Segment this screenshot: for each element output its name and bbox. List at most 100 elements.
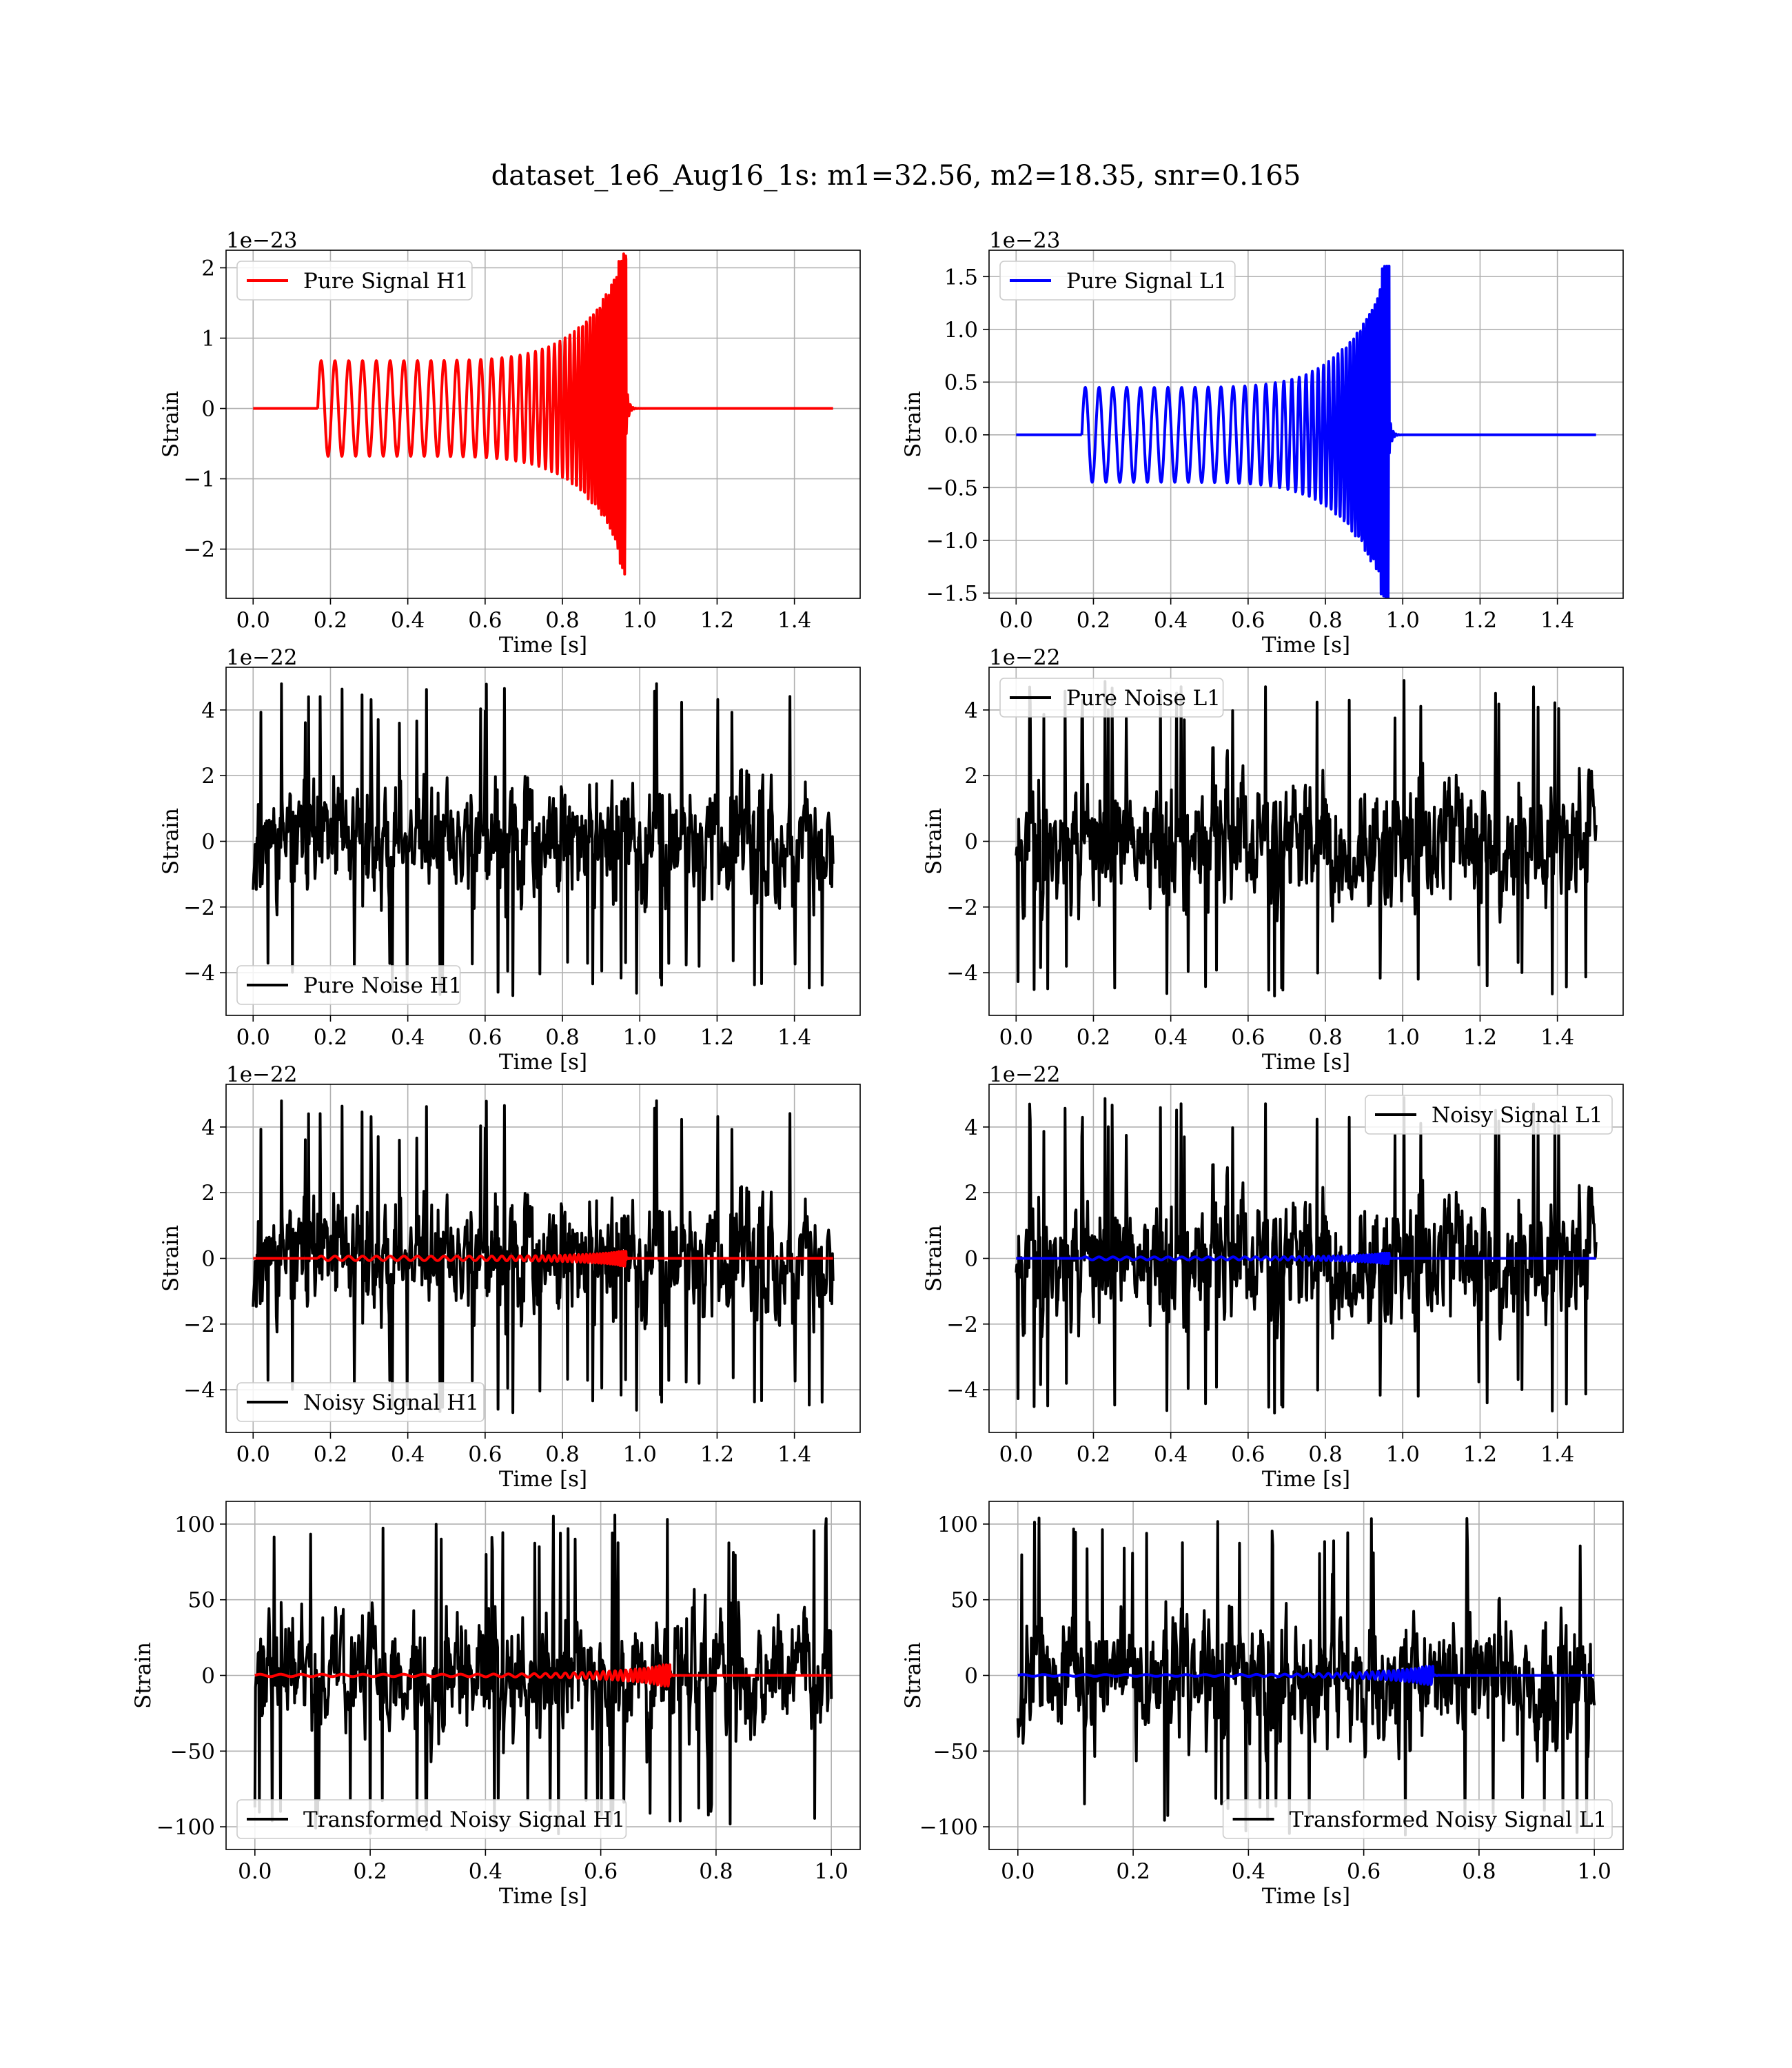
y-axis-label: Strain — [901, 391, 926, 458]
y-tick-label: −1 — [183, 467, 215, 492]
x-tick-label: 1.0 — [815, 1859, 848, 1884]
transformed-noisy-signal-h1-panel: 0.0 0.2 0.4 0.6 0.8 1.0 −100 −50 0 50 100 Time [s] S… — [131, 1501, 861, 1909]
y-axis-label: Strain — [901, 1642, 926, 1709]
axes-frame — [225, 250, 861, 599]
y-tick-label: 0 — [201, 397, 215, 422]
y-tick-label: 1 — [201, 327, 215, 352]
y-tick-label: 4 — [201, 698, 215, 723]
y-tick-label: −50 — [933, 1739, 978, 1764]
legend-box — [236, 1799, 627, 1839]
y-axis-label: Strain — [159, 391, 183, 458]
x-tick-label: 0.2 — [314, 1025, 347, 1050]
x-tick-label: 0.2 — [1077, 608, 1110, 633]
y-tick-label: 50 — [951, 1588, 978, 1613]
x-tick-label: 1.0 — [1386, 1442, 1420, 1467]
y-tick-label: 0 — [201, 830, 215, 855]
transformed-noisy-signal-h1-overlay-line — [254, 1663, 833, 1687]
legend-label: Transformed Noisy Signal H1 — [303, 1807, 625, 1832]
y-tick-label: 0 — [201, 1247, 215, 1272]
x-tick-label: 1.0 — [1578, 1859, 1611, 1884]
x-tick-label: 0.6 — [468, 608, 502, 633]
pure-noise-h1-line — [252, 682, 835, 997]
y-tick-label: −100 — [919, 1815, 978, 1840]
x-tick-label: 0.0 — [999, 1442, 1033, 1467]
noisy-signal-h1-line — [252, 1099, 835, 1415]
y-tick-label: −1.0 — [926, 529, 978, 554]
y-tick-label: 100 — [174, 1512, 215, 1537]
x-tick-label: 0.4 — [391, 1442, 425, 1467]
x-tick-label: 0.8 — [1308, 1442, 1342, 1467]
series-group — [1015, 1096, 1598, 1415]
x-tick-label: 1.2 — [700, 1025, 734, 1050]
y-tick-label: 4 — [964, 1115, 978, 1140]
pure-noise-h1-panel: 0.0 0.2 0.4 0.6 0.8 1.0 1.2 1.4 −4 −2 0 2 4 Time [s] S… — [159, 645, 861, 1075]
y-tick-label: 4 — [964, 698, 978, 723]
x-tick-label: 0.6 — [1231, 608, 1265, 633]
series-group — [252, 682, 835, 997]
legend: Pure Signal H1 — [236, 261, 473, 301]
pure-signal-h1-panel: 0.0 0.2 0.4 0.6 0.8 1.0 1.2 1.4 −2 −1 0 1 2 Time [s] S… — [159, 228, 861, 658]
y-tick-label: 0 — [201, 1664, 215, 1689]
series-group — [253, 252, 835, 576]
legend: Noisy Signal L1 — [1365, 1095, 1613, 1135]
x-tick-label: 0.4 — [1232, 1859, 1265, 1884]
y-tick-label: 1.5 — [944, 265, 978, 290]
x-tick-label: 1.4 — [1540, 608, 1574, 633]
legend-label: Pure Signal H1 — [303, 269, 469, 294]
legend: Noisy Signal H1 — [236, 1382, 485, 1422]
offset-text: 1e−22 — [226, 1062, 298, 1087]
x-tick-label: 1.4 — [777, 1442, 811, 1467]
x-tick-label: 1.2 — [1463, 608, 1497, 633]
legend-box — [236, 1382, 485, 1422]
transformed-noisy-signal-l1-panel: 0.0 0.2 0.4 0.6 0.8 1.0 −100 −50 0 50 100 Time [s] S… — [901, 1501, 1624, 1909]
y-tick-label: −2 — [183, 538, 215, 562]
legend-box — [236, 261, 473, 301]
y-tick-label: −1.5 — [926, 581, 978, 606]
x-tick-label: 1.0 — [623, 1442, 657, 1467]
x-tick-label: 0.4 — [391, 1025, 425, 1050]
y-tick-label: −2 — [946, 895, 978, 920]
legend-label: Pure Signal L1 — [1066, 269, 1227, 294]
x-tick-label: 0.2 — [1077, 1442, 1110, 1467]
legend-box — [999, 678, 1224, 718]
x-axis-label: Time [s] — [1262, 1884, 1350, 1909]
x-tick-label: 0.6 — [1347, 1859, 1381, 1884]
y-tick-label: −0.5 — [926, 476, 978, 500]
y-tick-label: 100 — [937, 1512, 978, 1537]
x-tick-label: 1.4 — [1540, 1442, 1574, 1467]
x-tick-label: 1.0 — [623, 608, 657, 633]
y-tick-label: 2 — [964, 764, 978, 789]
noisy-signal-l1-line — [1015, 1096, 1598, 1415]
x-tick-label: 0.6 — [1231, 1442, 1265, 1467]
x-tick-label: 1.2 — [700, 608, 734, 633]
series-group — [1016, 265, 1598, 598]
y-tick-label: 1.0 — [944, 318, 978, 343]
offset-text: 1e−22 — [989, 1062, 1061, 1087]
offset-text: 1e−23 — [226, 228, 298, 253]
legend: Pure Noise H1 — [236, 965, 462, 1005]
x-axis-label: Time [s] — [499, 1884, 587, 1909]
y-axis-label: Strain — [159, 1225, 183, 1292]
y-tick-label: 0 — [964, 1664, 978, 1689]
x-tick-label: 0.2 — [314, 608, 347, 633]
x-tick-label: 0.0 — [999, 1025, 1033, 1050]
x-axis-label: Time [s] — [499, 1467, 587, 1492]
x-tick-label: 0.8 — [1308, 1025, 1342, 1050]
x-tick-label: 0.8 — [1462, 1859, 1496, 1884]
y-tick-label: −4 — [183, 1378, 215, 1403]
offset-text: 1e−23 — [989, 228, 1061, 253]
x-tick-label: 0.0 — [999, 608, 1033, 633]
x-tick-label: 0.2 — [353, 1859, 387, 1884]
y-tick-label: 0 — [964, 830, 978, 855]
legend-label: Noisy Signal H1 — [303, 1390, 479, 1415]
y-axis-label: Strain — [922, 1225, 946, 1292]
noisy-signal-h1-panel: 0.0 0.2 0.4 0.6 0.8 1.0 1.2 1.4 −4 −2 0 2 4 Time [s] S… — [159, 1062, 861, 1492]
x-tick-label: 1.0 — [1386, 608, 1420, 633]
x-tick-label: 1.4 — [777, 1025, 811, 1050]
series-group — [252, 1099, 835, 1415]
pure-signal-l1-panel: 0.0 0.2 0.4 0.6 0.8 1.0 1.2 1.4 −1.5 −1.0 −0.5 0.0 0… — [901, 228, 1624, 658]
legend: Pure Noise L1 — [999, 678, 1224, 718]
legend: Transformed Noisy Signal H1 — [236, 1799, 627, 1839]
x-tick-label: 0.2 — [1116, 1859, 1150, 1884]
x-tick-label: 0.0 — [236, 608, 270, 633]
